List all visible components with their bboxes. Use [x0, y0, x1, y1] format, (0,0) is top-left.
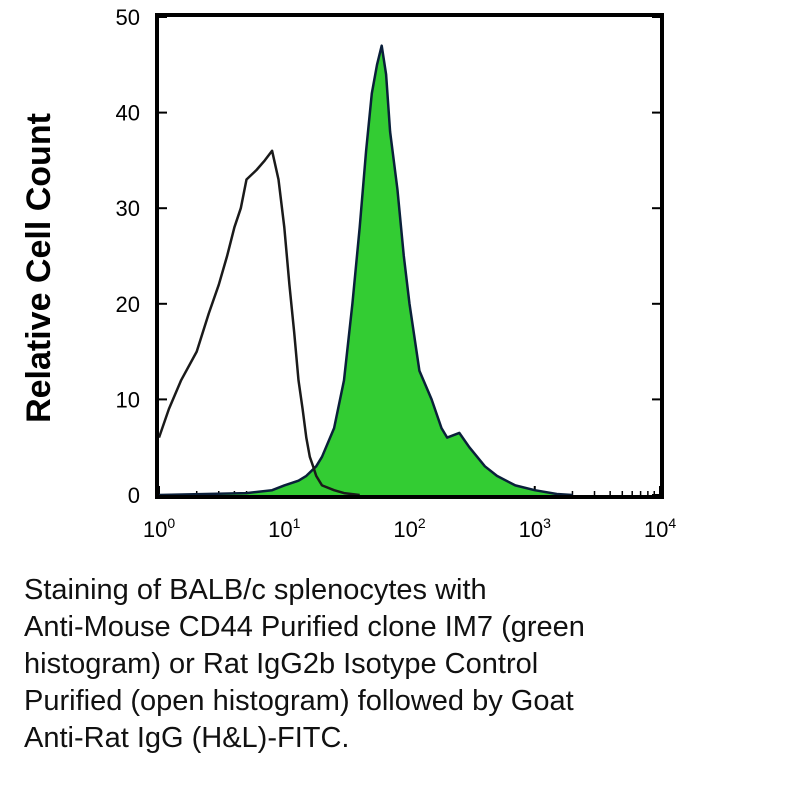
y-tick-label: 30 [116, 196, 140, 221]
x-tick-label: 104 [644, 515, 676, 542]
caption-line: Anti-Mouse CD44 Purified clone IM7 (gree… [24, 611, 585, 643]
y-tick-label: 10 [116, 387, 140, 412]
green-histogram-fill [159, 45, 573, 495]
caption-line: histogram) or Rat IgG2b Isotype Control [24, 648, 539, 680]
x-tick-label: 100 [143, 515, 175, 542]
open-histogram-outline [157, 149, 360, 497]
plot-area [157, 44, 573, 497]
caption-line: Purified (open histogram) followed by Go… [24, 685, 574, 717]
y-axis-title: Relative Cell Count [20, 113, 58, 423]
x-axis: 100 101 102 103 104 [143, 486, 676, 542]
y-tick-label: 50 [116, 5, 140, 30]
x-tick-label: 103 [519, 515, 551, 542]
y-tick-label: 40 [116, 101, 140, 126]
caption-line: Anti-Rat IgG (H&L)-FITC. [24, 722, 350, 754]
figure-caption: Staining of BALB/c splenocytes with Anti… [24, 572, 784, 757]
caption-line: Staining of BALB/c splenocytes with [24, 574, 487, 606]
y-axis: 0 10 20 30 40 50 [116, 5, 660, 508]
y-tick-label: 0 [128, 483, 140, 508]
green-histogram-outline [158, 44, 573, 497]
x-tick-label: 101 [268, 515, 300, 542]
y-tick-label: 20 [116, 292, 140, 317]
plot-frame [155, 13, 664, 499]
x-tick-label: 102 [393, 515, 425, 542]
